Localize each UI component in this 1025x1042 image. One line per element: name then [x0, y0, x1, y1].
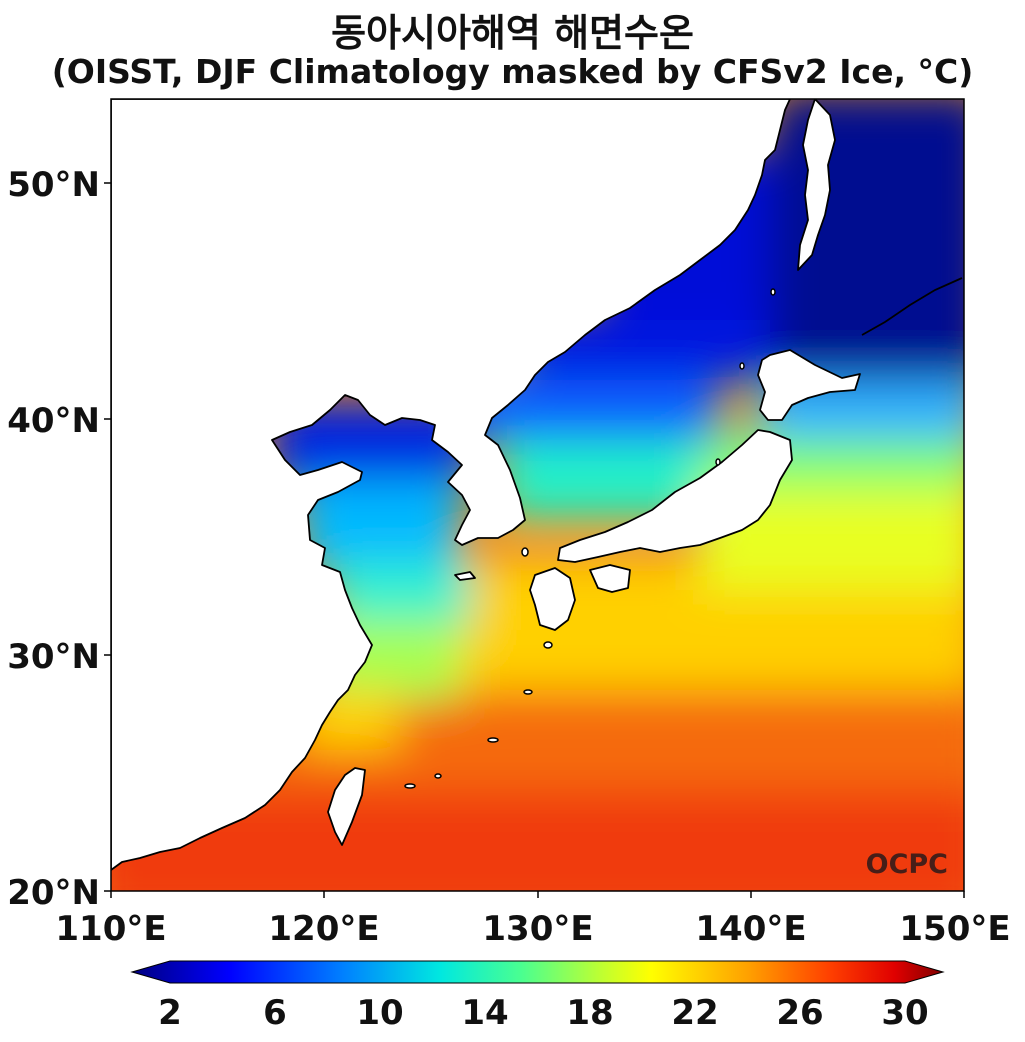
map-subtitle: (OISST, DJF Climatology masked by CFSv2 … — [51, 52, 974, 91]
x-axis: 110°E 120°E 130°E 140°E 150°E — [55, 891, 1011, 949]
colorbar-tick-label: 26 — [776, 993, 823, 1033]
x-tick-label: 130°E — [482, 909, 593, 949]
colorbar-tick-label: 18 — [566, 993, 613, 1033]
y-tick-label: 30°N — [7, 637, 100, 677]
x-tick-label: 150°E — [899, 909, 1010, 949]
colorbar-tick-label: 30 — [881, 993, 928, 1033]
y-tick-label: 40°N — [7, 401, 100, 441]
sst-field: OCPC — [111, 99, 964, 891]
colorbar-tick-label: 2 — [158, 993, 182, 1033]
colorbar: 2 6 10 14 18 22 26 30 — [130, 960, 945, 1033]
y-tick-label: 20°N — [7, 873, 100, 913]
x-tick-label: 120°E — [268, 909, 379, 949]
colorbar-tick-label: 6 — [263, 993, 287, 1033]
x-tick-label: 110°E — [55, 909, 166, 949]
colorbar-tick-label: 10 — [356, 993, 403, 1033]
colorbar-tick-label: 14 — [461, 993, 508, 1033]
y-axis: 20°N 30°N 40°N 50°N — [7, 165, 111, 913]
y-tick-label: 50°N — [7, 165, 100, 205]
islands — [404, 288, 776, 789]
map-title: 동아시아해역 해면수온 — [331, 11, 694, 55]
x-tick-label: 140°E — [695, 909, 806, 949]
kuril-islands — [861, 277, 963, 336]
ocpc-watermark: OCPC — [866, 849, 948, 880]
colorbar-tick-label: 22 — [671, 993, 718, 1033]
land — [111, 99, 861, 871]
